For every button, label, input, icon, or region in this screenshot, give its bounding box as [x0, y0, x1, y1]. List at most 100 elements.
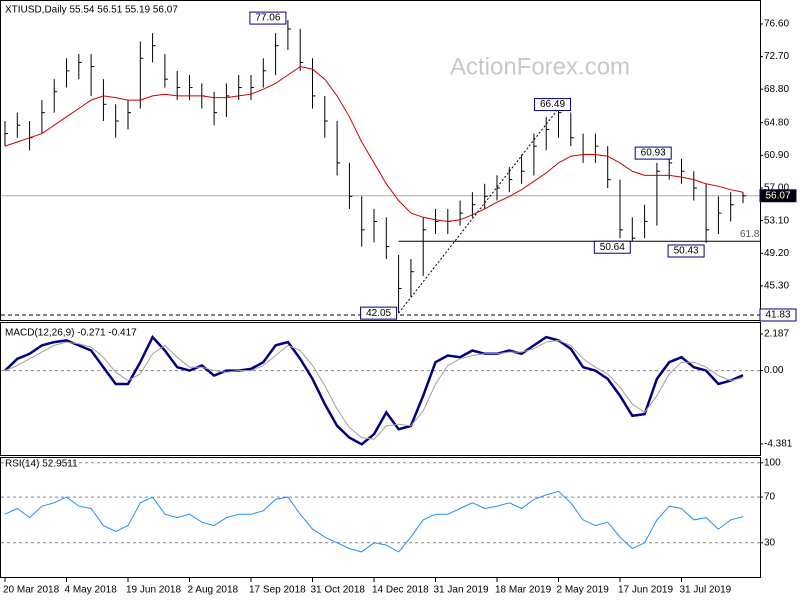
- ohlc-bar: [275, 33, 279, 75]
- ohlc-bar: [139, 41, 144, 109]
- x-tick-label: 18 Mar 2019: [495, 585, 552, 596]
- ohlc-bar: [656, 162, 660, 226]
- x-tick-label: 17 Jun 2019: [618, 585, 673, 596]
- macd-line: [4, 334, 744, 446]
- price-label: 60.93: [641, 148, 666, 159]
- ohlc-bar: [336, 121, 341, 176]
- ohlc-bar: [373, 208, 377, 243]
- ohlc-bar: [459, 200, 464, 226]
- ohlc-bar: [570, 112, 574, 147]
- macd-title: MACD(12,26,9) -0.271 -0.417: [5, 328, 137, 339]
- label-box: [667, 244, 705, 258]
- ohlc-bar: [558, 108, 562, 138]
- ohlc-bar: [29, 121, 33, 151]
- x-tick-label: 14 Dec 2018: [372, 585, 429, 596]
- ohlc-bar: [619, 179, 623, 239]
- ohlc-bar: [705, 183, 710, 243]
- ohlc-bar: [496, 175, 500, 201]
- ohlc-bar: [508, 167, 513, 193]
- x-tick-label: 31 Oct 2018: [311, 585, 366, 596]
- price-label: 50.64: [600, 242, 625, 253]
- y-tick-label: 60.90: [764, 150, 789, 161]
- y-tick-label: 2.187: [764, 329, 789, 340]
- ohlc-bar: [361, 196, 365, 247]
- x-tick-label: 31 Jul 2019: [680, 585, 732, 596]
- price-label: 41.83: [765, 310, 790, 321]
- ohlc-bar: [4, 121, 8, 147]
- x-tick-label: 20 Mar 2018: [3, 585, 60, 596]
- ohlc-bar: [398, 254, 402, 314]
- ohlc-bar: [594, 133, 599, 163]
- ohlc-bar: [16, 112, 21, 138]
- ohlc-bar: [225, 83, 230, 117]
- ohlc-bar: [262, 58, 267, 88]
- ohlc-bar: [533, 133, 537, 176]
- label-box: [249, 11, 287, 25]
- macd-frame: [0, 322, 761, 456]
- ohlc-bar: [471, 192, 476, 218]
- label-box: [593, 240, 631, 254]
- price-label: 56.07: [765, 190, 790, 201]
- ohlc-bar: [422, 217, 427, 276]
- ohlc-bar: [631, 217, 636, 242]
- label-box: [360, 306, 398, 320]
- ohlc-bar: [213, 91, 218, 126]
- signal-line: [4, 339, 744, 440]
- ohlc-bar: [717, 196, 722, 235]
- ohlc-bar: [385, 217, 390, 260]
- y-tick-label: 72.70: [764, 51, 789, 62]
- ohlc-bar: [127, 100, 131, 130]
- ohlc-bar: [607, 146, 611, 188]
- ohlc-bar: [521, 154, 525, 184]
- y-tick-label: 68.80: [764, 84, 789, 95]
- ohlc-bar: [41, 100, 45, 134]
- main-frame: [0, 0, 761, 321]
- y-tick-label: 53.10: [764, 215, 789, 226]
- y-tick-label: 76.60: [764, 19, 789, 30]
- x-tick-label: 2 Aug 2018: [188, 585, 239, 596]
- ohlc-bar: [582, 133, 587, 163]
- label-box: [759, 308, 797, 322]
- fib-label: 61.8: [740, 229, 760, 240]
- y-tick-label: -4.381: [764, 439, 793, 450]
- ohlc-bar: [484, 183, 488, 209]
- ohlc-bar: [299, 28, 304, 71]
- x-tick-label: 31 Jan 2019: [434, 585, 489, 596]
- ohlc-bar: [102, 79, 107, 122]
- ohlc-bar: [324, 95, 328, 138]
- ohlc-bar: [287, 20, 291, 50]
- rsi-frame: [0, 457, 761, 578]
- price-label: 77.06: [255, 13, 280, 24]
- x-tick-label: 4 May 2018: [65, 585, 118, 596]
- x-tick-label: 17 Sep 2018: [249, 585, 306, 596]
- ohlc-bar: [410, 259, 414, 297]
- y-tick-label: 70: [764, 492, 776, 503]
- ohlc-bar: [90, 54, 95, 96]
- y-tick-label: 30: [764, 537, 776, 548]
- watermark: ActionForex.com: [450, 53, 630, 80]
- main-title: XTIUSD,Daily 55.54 56.51 55.19 56.07: [5, 5, 178, 16]
- ohlc-bar: [693, 171, 697, 201]
- ohlc-bar: [66, 58, 70, 88]
- ohlc-bar: [78, 54, 82, 80]
- y-tick-label: 49.20: [764, 248, 789, 259]
- ohlc-bar: [348, 162, 353, 209]
- label-box: [759, 189, 797, 203]
- ohlc-bar: [164, 54, 168, 88]
- rsi-line: [4, 490, 744, 553]
- x-tick-label: 19 Jun 2018: [126, 585, 181, 596]
- price-label: 50.43: [674, 246, 699, 257]
- y-tick-label: 0.00: [764, 365, 784, 376]
- moving-average: [4, 66, 744, 223]
- x-tick-label: 2 May 2019: [557, 585, 610, 596]
- y-tick-label: 57.00: [764, 183, 789, 194]
- ohlc-bar: [681, 158, 685, 184]
- y-tick-label: 45.30: [764, 281, 789, 292]
- rsi-title: RSI(14) 52.9511: [5, 459, 78, 470]
- price-label: 42.05: [366, 308, 391, 319]
- y-tick-label: 64.80: [764, 117, 789, 128]
- y-tick-label: 100: [764, 457, 781, 468]
- ohlc-bar: [742, 192, 746, 204]
- ohlc-bar: [250, 74, 254, 101]
